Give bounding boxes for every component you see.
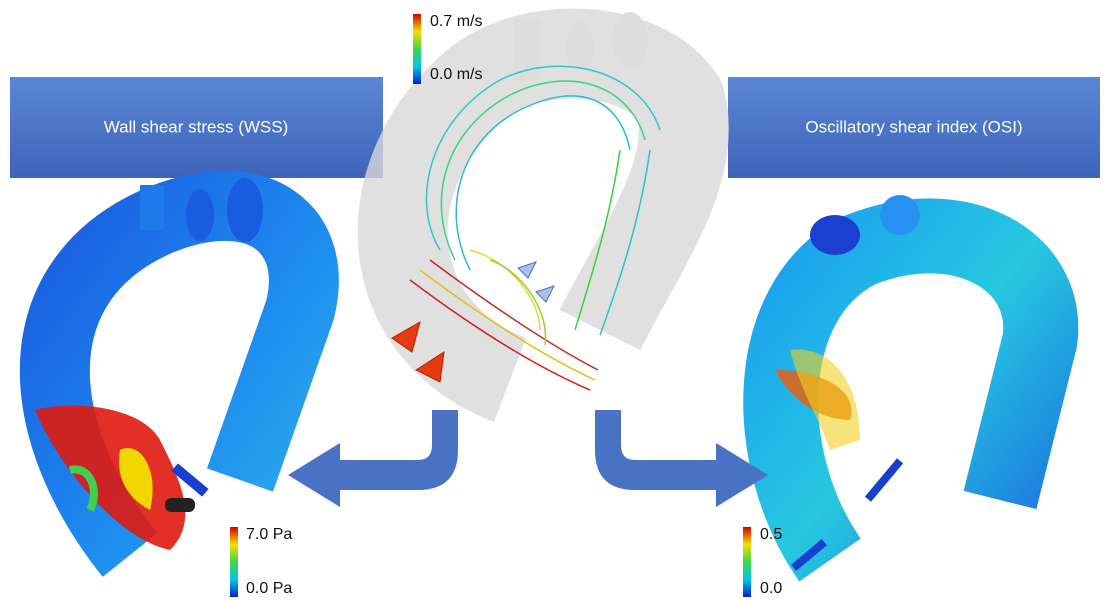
figure: Wall shear stress (WSS) Oscillatory shea…	[0, 0, 1106, 600]
colorbar-min: 0.0 m/s	[430, 66, 482, 83]
colorbar-min: 0.0	[760, 580, 782, 597]
colorbar-min: 0.0 Pa	[246, 580, 292, 597]
colorbar-max: 0.7 m/s	[430, 13, 482, 30]
colorbar	[230, 527, 238, 597]
wss-aorta	[35, 178, 304, 555]
colorbar-max: 7.0 Pa	[246, 526, 292, 543]
arrows	[288, 410, 768, 507]
panel-title: Wall shear stress (WSS)	[104, 117, 289, 136]
panel-title: Oscillatory shear index (OSI)	[805, 117, 1022, 136]
colorbar-max: 0.5	[760, 526, 782, 543]
colorbar	[743, 527, 751, 597]
osi-aorta	[775, 195, 1041, 571]
colorbar	[413, 14, 421, 84]
